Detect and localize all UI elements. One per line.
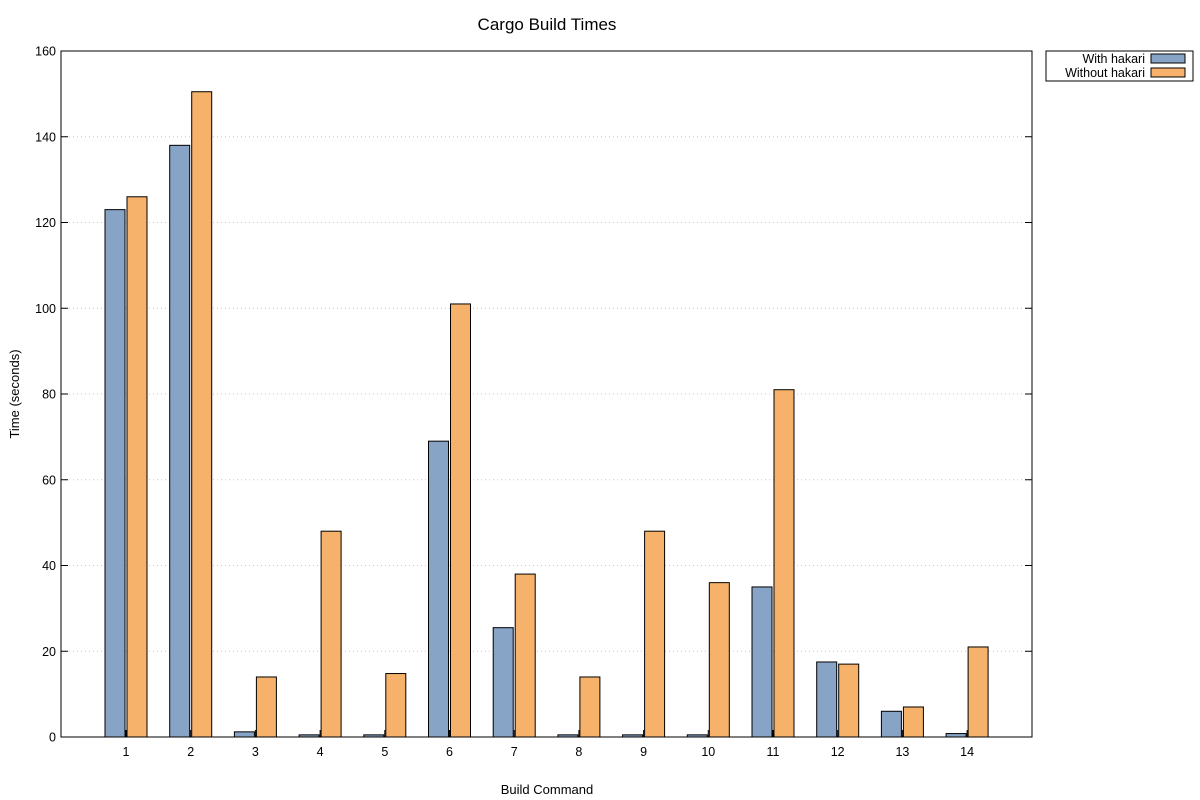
bar-with-hakari-3 <box>233 731 255 738</box>
x-tick-label: 11 <box>767 745 780 759</box>
y-tick-label: 60 <box>42 473 56 487</box>
y-tick-label: 80 <box>42 388 56 402</box>
bar-with-hakari-12 <box>816 661 838 738</box>
bar-with-hakari-6 <box>428 440 449 738</box>
x-tick-label: 12 <box>831 745 845 759</box>
y-tick-label: 140 <box>35 130 56 144</box>
x-tick-label: 14 <box>960 745 974 759</box>
legend-swatch-without-hakari <box>1150 67 1186 78</box>
y-axis-label: Time (seconds) <box>7 349 22 438</box>
bar-without-hakari-7 <box>514 573 536 738</box>
bar-with-hakari-2 <box>169 144 191 738</box>
chart-title: Cargo Build Times <box>478 15 617 34</box>
bar-without-hakari-5 <box>385 673 407 738</box>
x-tick-label: 10 <box>701 745 715 759</box>
y-tick-label: 120 <box>35 216 56 230</box>
y-tick-label: 0 <box>49 731 56 745</box>
bar-with-hakari-11 <box>751 586 773 738</box>
x-tick-label: 13 <box>895 745 909 759</box>
x-tick-label: 4 <box>317 745 324 759</box>
legend-label-without-hakari: Without hakari <box>1065 66 1145 80</box>
legend-swatch-with-hakari <box>1150 53 1186 64</box>
x-tick-label: 3 <box>252 745 259 759</box>
bar-without-hakari-1 <box>126 196 148 738</box>
bar-with-hakari-1 <box>104 209 126 738</box>
y-tick-label: 40 <box>42 559 56 573</box>
bar-without-hakari-10 <box>708 582 730 738</box>
x-tick-label: 8 <box>575 745 582 759</box>
legend: With hakari Without hakari <box>1045 50 1194 82</box>
y-tick-label: 20 <box>42 645 56 659</box>
x-tick-label: 1 <box>123 745 130 759</box>
bar-without-hakari-9 <box>644 530 666 738</box>
x-tick-label: 2 <box>187 745 194 759</box>
legend-label-with-hakari: With hakari <box>1082 52 1145 66</box>
y-tick-label: 100 <box>35 302 56 316</box>
y-tick-label: 160 <box>35 45 56 59</box>
bar-without-hakari-12 <box>838 663 860 738</box>
bars-layer <box>104 91 989 738</box>
x-tick-label: 5 <box>381 745 388 759</box>
bar-with-hakari-14 <box>945 733 967 738</box>
x-axis-label: Build Command <box>501 782 594 797</box>
bar-with-hakari-13 <box>880 710 902 738</box>
bar-with-hakari-7 <box>492 627 514 738</box>
x-tick-label: 7 <box>511 745 518 759</box>
x-tick-label: 6 <box>446 745 453 759</box>
bar-without-hakari-2 <box>191 91 213 738</box>
x-tick-label: 9 <box>640 745 647 759</box>
bar-without-hakari-3 <box>255 676 277 738</box>
bar-without-hakari-11 <box>773 389 795 738</box>
bar-without-hakari-6 <box>450 303 471 738</box>
bar-without-hakari-14 <box>967 646 989 738</box>
bar-without-hakari-13 <box>902 706 924 738</box>
bar-without-hakari-4 <box>320 530 342 738</box>
bar-without-hakari-8 <box>579 676 601 738</box>
